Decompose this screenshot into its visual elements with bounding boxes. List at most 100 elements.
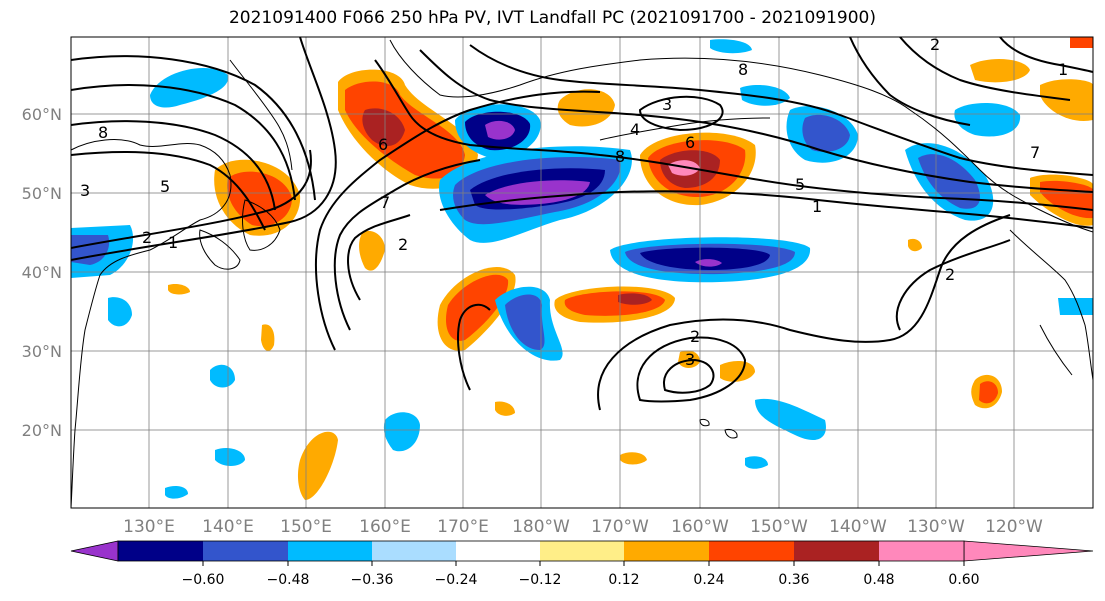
pv-anomaly-positive [618,293,652,305]
colorbar-tick-label: 0.24 [693,572,724,588]
colorbar-segment [709,541,794,561]
lat-label: 20°N [22,421,62,440]
longitude-labels: 130°E 140°E 150°E 160°E 170°E 180°W 170°… [123,517,1043,537]
colorbar-tick-label: −0.36 [351,572,394,588]
pv-anomaly-positive [908,238,922,252]
pv-anomaly-negative [740,85,790,106]
lon-label: 130°E [123,517,175,537]
colorbar: −0.60 −0.48 −0.36 −0.24 −0.12 0.12 0.24 … [70,540,1094,588]
colorbar-tick-label: 0.60 [948,572,979,588]
pv-anomaly-positive [168,283,190,295]
ivt-contours [71,37,1093,411]
colorbar-tick-label: 0.48 [863,572,894,588]
pv-anomaly-negative [640,247,770,270]
pv-anomaly-positive [495,401,515,416]
pv-anomaly-positive [297,431,338,500]
lon-label: 180°W [512,517,570,537]
lon-label: 140°W [829,517,887,537]
pv-anomaly-negative [165,486,188,499]
lat-label: 30°N [22,342,62,361]
contour-label: 7 [1030,143,1040,162]
pv-anomaly-negative [383,412,420,452]
lon-label: 150°W [750,517,808,537]
contour-label: 6 [378,135,388,154]
pv-anomaly-negative [802,114,850,152]
contour-label: 5 [795,175,805,194]
pv-anomaly-positive [979,381,998,404]
contour-label: 3 [80,181,90,200]
contour-label: 1 [812,197,822,216]
colorbar-tick-label: −0.12 [519,572,562,588]
colorbar-tick-label: 0.12 [608,572,639,588]
latitude-labels: 60°N 50°N 40°N 30°N 20°N [22,105,62,440]
pv-anomaly-positive [362,108,405,146]
contour-label: 2 [930,35,940,54]
colorbar-extend-min [70,540,119,562]
contour-label: 3 [685,350,695,369]
map-frame [70,36,1094,509]
pv-anomaly-positive [359,230,385,271]
graticule [71,37,1093,508]
contour-label: 7 [380,193,390,212]
pv-anomaly-negative [215,448,245,466]
pv-anomaly-positive [445,274,509,341]
colorbar-segment [203,541,288,561]
pv-anomaly-negative [485,120,515,140]
lat-label: 50°N [22,184,62,203]
colorbar-tick-label: 0.36 [778,572,809,588]
pv-anomaly-negative [1058,298,1093,315]
coastlines [71,39,1093,508]
pv-anomaly-positive [970,58,1030,83]
pv-anomaly-positive [720,360,755,382]
contour-label: 2 [690,327,700,346]
pv-anomaly-positive [261,324,275,352]
colorbar-tick-label: −0.48 [267,572,310,588]
pv-anomaly-negative [954,103,1021,137]
colorbar-outline [117,540,965,562]
lon-label: 160°E [359,517,411,537]
map-content: 8 2 1 3 5 7 6 4 2 8 3 2 3 5 1 2 6 8 1 2 … [71,35,1093,508]
colorbar-segment [624,541,709,561]
contour-label: 1 [168,233,178,252]
lon-label: 170°E [437,517,489,537]
pv-anomaly-negative [918,154,980,209]
contour-label: 3 [662,95,672,114]
lat-label: 60°N [22,105,62,124]
colorbar-segment [794,541,879,561]
pv-anomaly-positive [1070,37,1093,48]
contour-label: 8 [98,123,108,142]
lon-label: 140°E [202,517,254,537]
lon-label: 150°E [280,517,332,537]
pv-anomaly-positive [620,452,647,465]
contour-label: 1 [1058,60,1068,79]
colorbar-segment [456,541,540,561]
colorbar-segment [118,541,203,561]
pv-anomaly-negative [210,364,235,388]
contour-label: 2 [142,228,152,247]
contour-label: 5 [160,177,170,196]
colorbar-tick-label: −0.60 [182,572,225,588]
pv-filled-contours [71,37,1093,500]
colorbar-tick-label: −0.24 [435,572,478,588]
pv-anomaly-negative [505,294,545,350]
contour-label: 2 [945,265,955,284]
pv-anomaly-negative [150,67,229,108]
pv-anomaly-negative [695,259,722,267]
colorbar-segment [288,541,372,561]
pv-anomaly-positive [678,350,700,368]
lon-label: 160°W [671,517,729,537]
pv-anomaly-positive [345,81,465,179]
pv-anomaly-positive [557,89,615,127]
map-title: 2021091400 F066 250 hPa PV, IVT Landfall… [228,8,876,28]
lon-label: 170°W [591,517,649,537]
contour-label: 8 [615,147,625,166]
colorbar-segment [879,541,964,561]
colorbar-segment [372,541,456,561]
contour-label: 6 [685,133,695,152]
lat-label: 40°N [22,263,62,282]
contour-labels: 8 2 1 3 5 7 6 4 2 8 3 2 3 5 1 2 6 8 1 2 … [80,35,1068,369]
contour-label: 4 [630,120,640,139]
contour-label: 2 [398,235,408,254]
pv-anomaly-negative [745,456,768,469]
